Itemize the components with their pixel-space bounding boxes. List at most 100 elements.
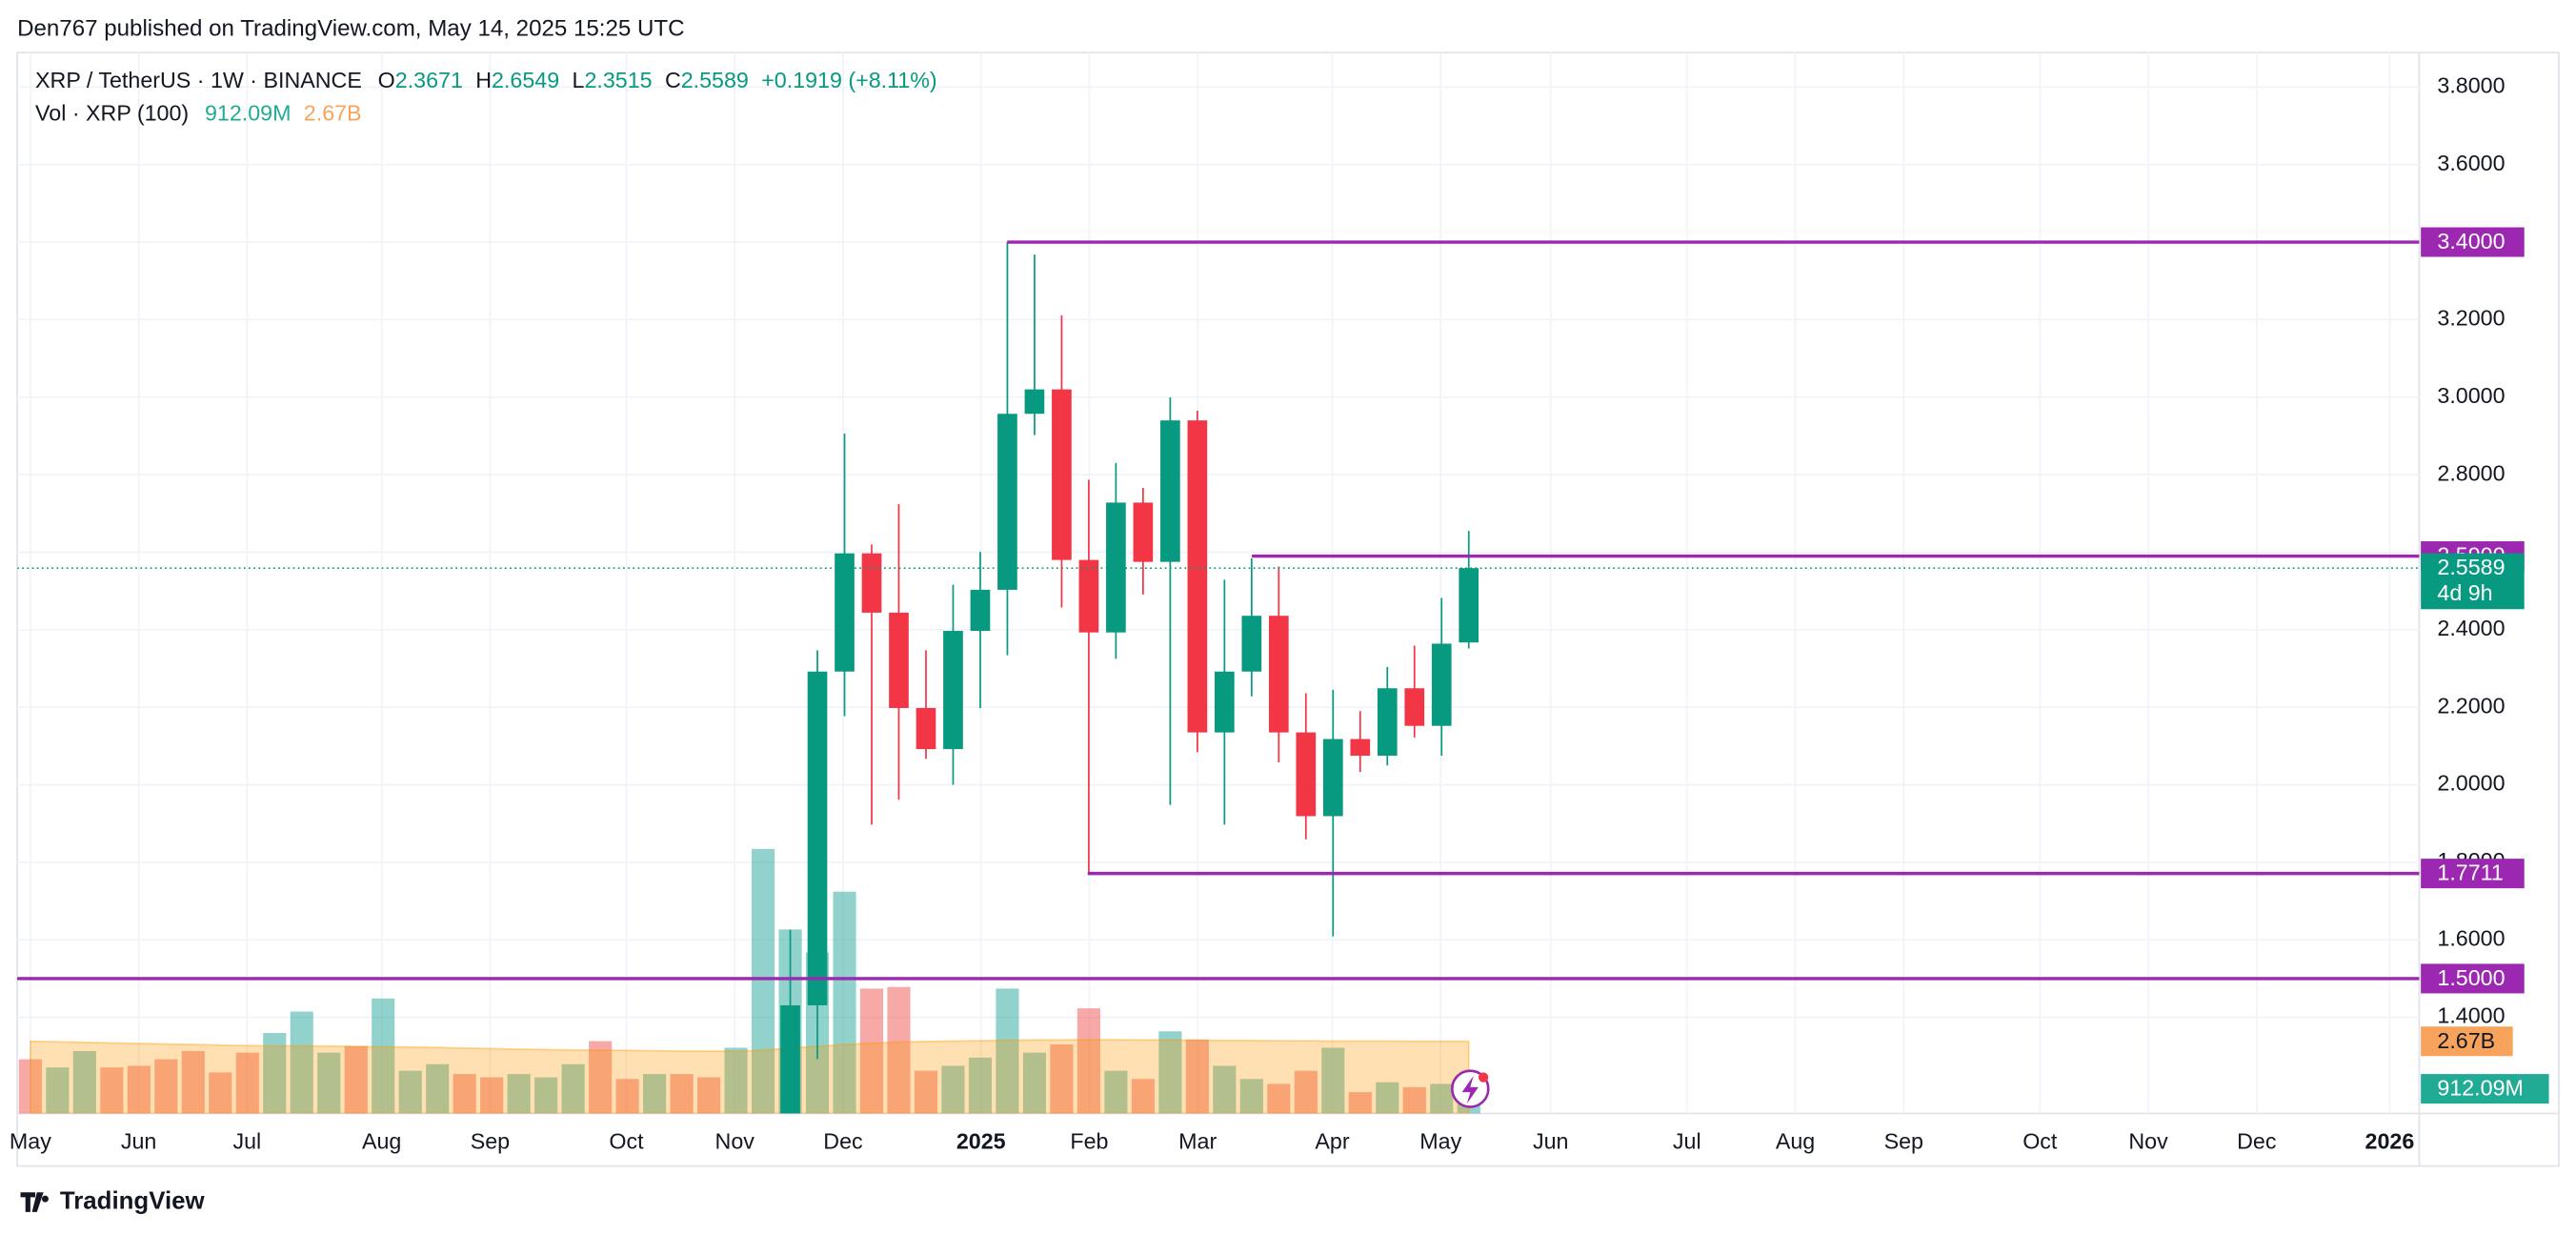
volume-bar [100,1067,124,1114]
last-price-label: 2.5589 [2437,555,2505,579]
x-tick-label: Nov [2128,1129,2168,1154]
candle-body [1160,420,1180,562]
candle-body [861,553,882,613]
x-tick-label: Nov [715,1129,755,1154]
ohlc-key: H [475,68,492,92]
volume-bar [18,1059,42,1114]
x-tick-label: Mar [1178,1129,1217,1154]
x-tick-label: Aug [1776,1129,1815,1154]
volume-value: 912.09M [205,101,291,126]
volume-bar [1267,1083,1291,1114]
volume-bar [859,988,884,1114]
ohlc-key: C [665,68,681,92]
volume-bar [398,1070,422,1114]
volume-bar [263,1032,287,1114]
x-tick-label: 2026 [2365,1129,2415,1154]
volume-bar [1239,1079,1263,1114]
volume-bar [561,1063,585,1114]
volume-bar [1131,1079,1155,1114]
y-tick-label: 3.0000 [2437,383,2505,408]
volume-bar [480,1077,504,1114]
x-tick-label: Apr [1315,1129,1349,1154]
candle-body [943,631,963,750]
candle-body [1052,389,1072,560]
candle-body [1133,502,1154,562]
ohlc-value: 2.6549 [492,68,559,92]
y-tick-label: 1.6000 [2437,925,2505,950]
candle-body [916,707,936,750]
countdown: 4d 9h [2437,580,2492,605]
legend-main: XRP / TetherUS · 1W · BINANCE O2.3671 H2… [35,68,937,92]
ohlc-key: L [573,68,585,92]
volume-last-box [2421,1074,2549,1104]
candle-body [807,671,828,1005]
x-tick-label: Dec [823,1129,863,1154]
volume-bar [1321,1047,1345,1114]
volume-ma-area [30,1039,1470,1114]
volume-bar [1077,1008,1100,1114]
volume-ma-value: 2.67B [304,101,362,126]
y-tick-label: 3.8000 [2437,72,2505,97]
volume-title: Vol · XRP (100) [35,101,189,126]
y-tick-label: 2.4000 [2437,616,2505,640]
volume-bar [1213,1065,1237,1114]
x-tick-label: Aug [362,1129,401,1154]
volume-bar [235,1052,259,1114]
x-tick-label: Sep [1884,1129,1923,1154]
x-tick-label: Jul [232,1129,261,1154]
candle-body [1187,420,1208,733]
candle-body [1268,616,1289,733]
x-tick-label: 2025 [956,1129,1006,1154]
published-note: Den767 published on TradingView.com, May… [17,15,685,41]
news-dot [1478,1072,1489,1083]
x-tick-label: Sep [471,1129,510,1154]
volume-bar [724,1047,748,1114]
ohlc-value: 2.3671 [395,68,463,92]
volume-bar [1376,1082,1399,1114]
x-tick-label: Oct [609,1129,644,1154]
volume-bar [996,988,1019,1114]
volume-bar [887,986,911,1114]
volume-bar [46,1067,70,1114]
x-tick-label: Jul [1673,1129,1701,1154]
y-tick-label: 2.0000 [2437,771,2505,796]
volume-bar [1104,1070,1128,1114]
volume-bar [181,1050,205,1114]
candle-body [1024,389,1045,415]
chart-frame [16,51,2560,1167]
level-label: 1.5000 [2437,965,2505,990]
volume-bar [914,1070,938,1114]
x-tick-label: Dec [2237,1129,2277,1154]
volume-bar [507,1074,531,1114]
volume-ma-box [2421,1026,2513,1057]
logo-text: TradingView [60,1187,206,1214]
candle-body [1078,559,1099,633]
volume-bar [643,1074,667,1114]
ohlc-value: 2.5589 [681,68,749,92]
candle-body [1404,688,1425,726]
candle-body [1322,739,1343,817]
candle-body [835,553,855,672]
x-tick-label: May [1419,1129,1461,1154]
volume-bar [127,1065,151,1114]
volume-bar [290,1011,313,1114]
volume-bar [1430,1083,1454,1114]
candle-body [780,1004,800,1114]
y-tick-label: 2.8000 [2437,460,2505,485]
candle-body [1214,671,1235,733]
plot-area [17,242,2420,1114]
ohlc-key: O [378,68,395,92]
volume-bar [697,1077,721,1114]
volume-bar [941,1065,965,1114]
volume-bar [372,998,395,1114]
level-label-box [2421,227,2525,257]
volume-bar [1050,1044,1074,1114]
news-icon-bolt [1461,1075,1479,1104]
x-tick-label: Jun [121,1129,157,1154]
logo-mark [20,1192,49,1212]
level-label: 1.7711 [2437,860,2503,885]
level-label: 3.4000 [2437,229,2505,253]
x-tick-label: May [10,1129,51,1154]
